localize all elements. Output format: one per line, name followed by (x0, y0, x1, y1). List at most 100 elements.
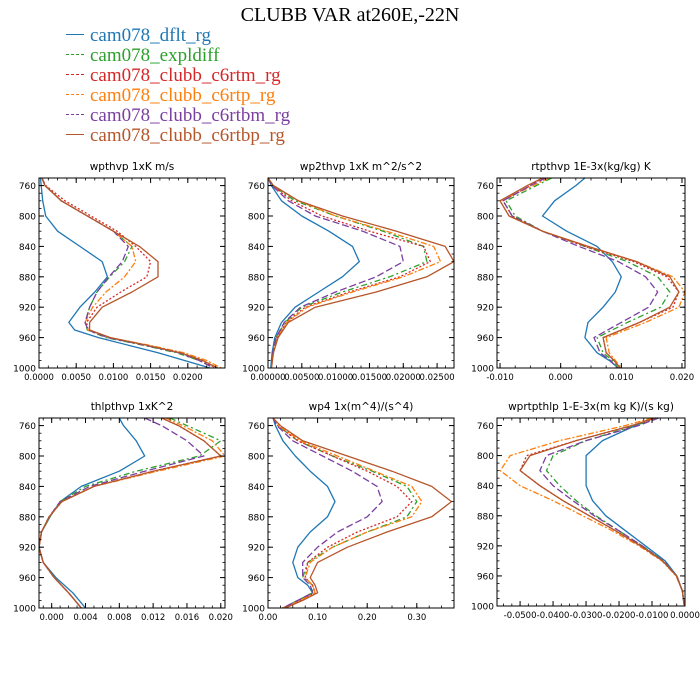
chart-panel: thlpthvp 1xK^2 760 800 840 880 920 960 1000 0.00… (13, 401, 233, 623)
y-tick-label: 880 (248, 513, 265, 523)
series-line (268, 178, 454, 368)
legend-label: cam078_clubb_c6rtbm_rg (90, 105, 291, 126)
x-tick-label: 0.00000 (250, 373, 285, 383)
y-tick-label: 920 (477, 304, 494, 314)
series-line (39, 418, 222, 608)
y-tick-label: 800 (477, 452, 494, 462)
y-tick-label: 1000 (471, 365, 494, 375)
y-tick-label: 920 (248, 304, 265, 314)
x-tick-label: 0.004 (73, 613, 97, 623)
y-tick-label: 800 (248, 213, 265, 223)
series-line (268, 178, 360, 368)
y-tick-label: 840 (19, 243, 36, 253)
x-tick-label: 0.0000 (670, 611, 700, 621)
x-tick-label: 0.10 (308, 613, 327, 623)
legend-swatch (66, 134, 84, 136)
y-tick-label: 880 (477, 512, 494, 522)
series-group (499, 418, 685, 606)
series-group (268, 178, 454, 368)
series-line (39, 178, 211, 368)
legend-swatch (66, 94, 84, 96)
y-tick-label: 1000 (242, 365, 265, 375)
x-tick-label: 0.0100 (99, 373, 129, 383)
series-line (272, 418, 336, 608)
series-line (502, 178, 659, 368)
x-tick-label: 0.00 (259, 613, 278, 623)
y-tick-label: 920 (248, 544, 265, 554)
x-tick-label: 0.012 (141, 613, 165, 623)
series-line (499, 178, 685, 368)
x-tick-label: 0.000 (40, 613, 64, 623)
legend-label: cam078_expldiff (90, 45, 220, 66)
y-tick-label: 800 (248, 453, 265, 463)
series-line (39, 418, 225, 608)
y-tick-label: 760 (19, 422, 36, 432)
series-group (39, 418, 225, 608)
series-line (41, 178, 215, 368)
y-tick-label: 760 (248, 182, 265, 192)
panel-title: rtpthvp 1E-3x(kg/kg) K (531, 161, 652, 173)
series-line (41, 178, 217, 368)
series-line (41, 178, 222, 368)
x-tick-label: 0.02500 (420, 373, 455, 383)
legend-label: cam078_clubb_c6rtm_rg (90, 65, 281, 86)
y-tick-label: 840 (248, 243, 265, 253)
y-tick-label: 880 (19, 513, 36, 523)
series-line (268, 178, 404, 368)
x-tick-label: 0.20 (358, 613, 377, 623)
series-line (272, 418, 423, 608)
plot-frame (38, 417, 226, 609)
chart-panel: wp2thvp 1xK m^2/s^2 760 800 840 880 920 960 100… (242, 161, 455, 383)
y-tick-label: 760 (248, 422, 265, 432)
legend-swatch (66, 114, 84, 116)
chart-panel: wp4 1x(m^4)/(s^4)76080084088092096010000… (242, 401, 455, 623)
legend-item: cam078_clubb_c6rtm_rg (66, 66, 290, 86)
panel-title: thlpthvp 1xK^2 (91, 401, 174, 413)
y-tick-label: 960 (477, 572, 494, 582)
x-tick-label: 0.0050 (61, 373, 91, 383)
legend-label: cam078_clubb_c6rtbp_rg (90, 125, 285, 146)
legend-item: cam078_clubb_c6rtbm_rg (66, 106, 290, 126)
series-line (541, 178, 622, 368)
x-tick-label: 0.008 (107, 613, 131, 623)
series-line (272, 418, 453, 608)
x-tick-label: 0.0000 (24, 373, 54, 383)
x-tick-label: 0.0200 (173, 373, 203, 383)
panel-title: wp2thvp 1xK m^2/s^2 (300, 161, 422, 173)
y-tick-label: 1000 (13, 365, 36, 375)
series-line (41, 178, 218, 368)
x-tick-label: -0.0300 (570, 611, 603, 621)
series-line (499, 178, 680, 368)
series-line (272, 418, 418, 608)
y-tick-label: 880 (477, 273, 494, 283)
series-line (585, 418, 685, 606)
x-tick-label: -0.010 (486, 373, 513, 383)
y-tick-label: 880 (19, 273, 36, 283)
y-tick-label: 1000 (471, 603, 494, 613)
series-group (39, 178, 222, 368)
x-tick-label: 0.010 (609, 373, 633, 383)
legend: cam078_dflt_rg cam078_expldiff cam078_cl… (66, 26, 290, 146)
chart-panel: rtpthvp 1E-3x(kg/kg) K 760 800 840 880 920 960… (471, 161, 694, 383)
x-tick-label: 0.000 (549, 373, 573, 383)
x-tick-label: 0.01500 (352, 373, 387, 383)
legend-item: cam078_clubb_c6rtp_rg (66, 86, 290, 106)
panel-title: wp4 1x(m^4)/(s^4) (309, 401, 414, 413)
y-tick-label: 760 (477, 422, 494, 432)
series-line (268, 178, 431, 368)
plot-frame (267, 177, 455, 369)
series-line (268, 178, 442, 368)
y-tick-label: 1000 (242, 605, 265, 615)
series-line (272, 418, 413, 608)
y-tick-label: 920 (477, 542, 494, 552)
series-line (539, 418, 685, 606)
plot-frame (496, 417, 686, 607)
plot-frame (496, 177, 686, 369)
series-line (519, 418, 685, 606)
y-tick-label: 760 (477, 182, 494, 192)
y-tick-label: 960 (19, 334, 36, 344)
legend-item: cam078_clubb_c6rtbp_rg (66, 126, 290, 146)
legend-label: cam078_dflt_rg (90, 25, 212, 46)
x-tick-label: -0.0400 (537, 611, 570, 621)
